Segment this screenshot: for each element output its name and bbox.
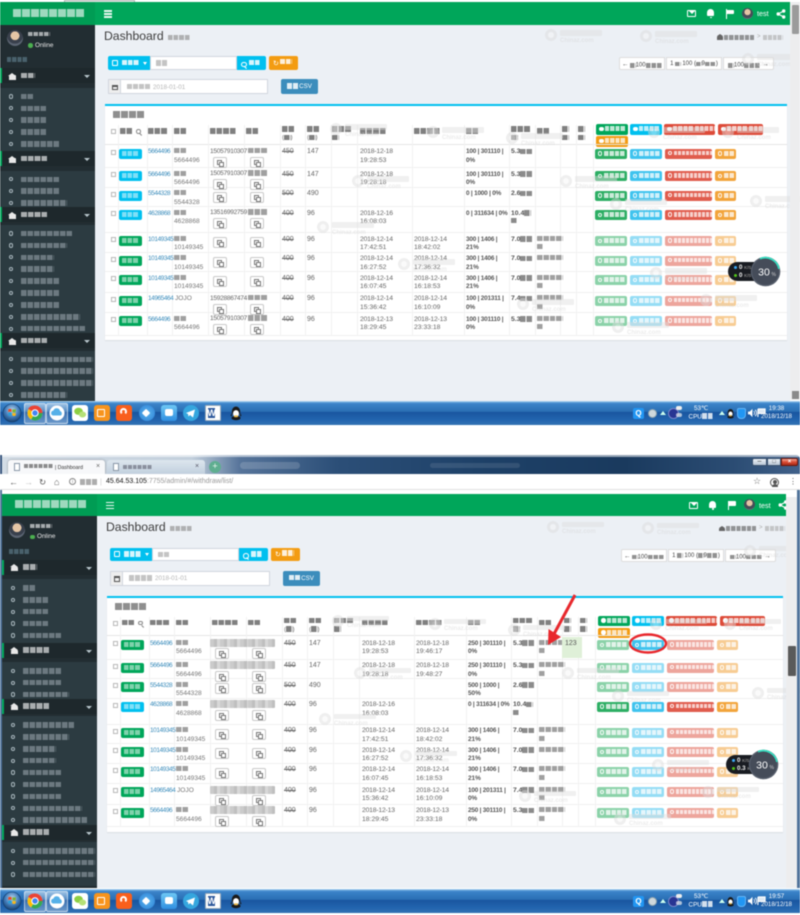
svg-text:%: % (769, 765, 774, 771)
svg-text:30: 30 (756, 759, 768, 771)
svg-text:%: % (771, 272, 776, 278)
svg-text:30: 30 (758, 266, 770, 278)
